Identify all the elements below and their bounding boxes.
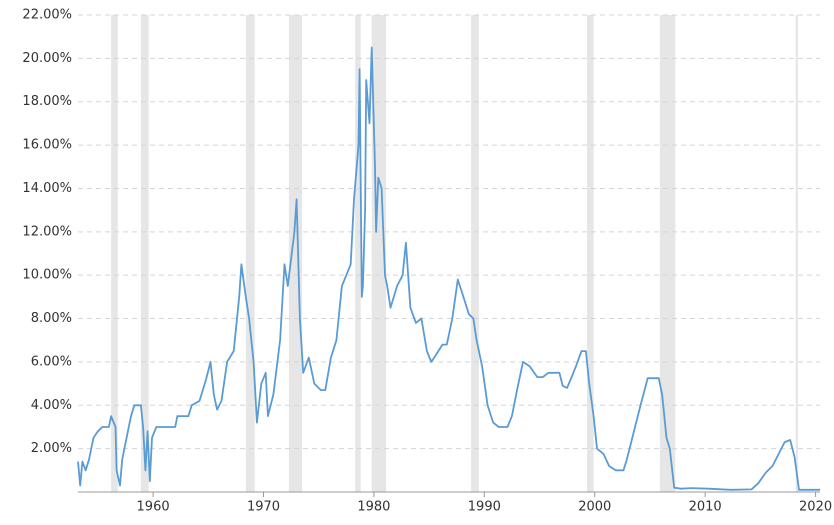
x-tick-label: 1980 xyxy=(357,500,390,515)
y-tick-label: 2.00% xyxy=(31,441,72,456)
y-tick-label: 12.00% xyxy=(22,224,72,239)
recession-band xyxy=(371,15,387,492)
y-tick-label: 20.00% xyxy=(22,51,72,66)
y-tick-label: 22.00% xyxy=(22,8,72,23)
recession-band xyxy=(587,15,594,492)
recession-band xyxy=(111,15,118,492)
x-tick-label: 2020 xyxy=(799,500,832,515)
y-tick-label: 4.00% xyxy=(31,398,72,413)
recession-band xyxy=(288,15,303,492)
x-tick-label: 1990 xyxy=(468,500,501,515)
recession-band xyxy=(140,15,149,492)
x-tick-label: 1960 xyxy=(137,500,170,515)
recession-band xyxy=(355,15,361,492)
y-tick-label: 10.00% xyxy=(22,268,72,283)
y-tick-label: 16.00% xyxy=(22,138,72,153)
x-tick-label: 2010 xyxy=(689,500,722,515)
recession-band xyxy=(245,15,255,492)
y-tick-label: 18.00% xyxy=(22,94,72,109)
y-tick-label: 8.00% xyxy=(31,311,72,326)
x-tick-label: 2000 xyxy=(578,500,611,515)
rate-line xyxy=(77,46,820,491)
y-tick-label: 14.00% xyxy=(22,181,72,196)
recession-band xyxy=(471,15,479,492)
recession-band xyxy=(659,15,676,492)
recession-band xyxy=(795,15,798,492)
x-tick-label: 1970 xyxy=(247,500,280,515)
y-tick-label: 6.00% xyxy=(31,354,72,369)
